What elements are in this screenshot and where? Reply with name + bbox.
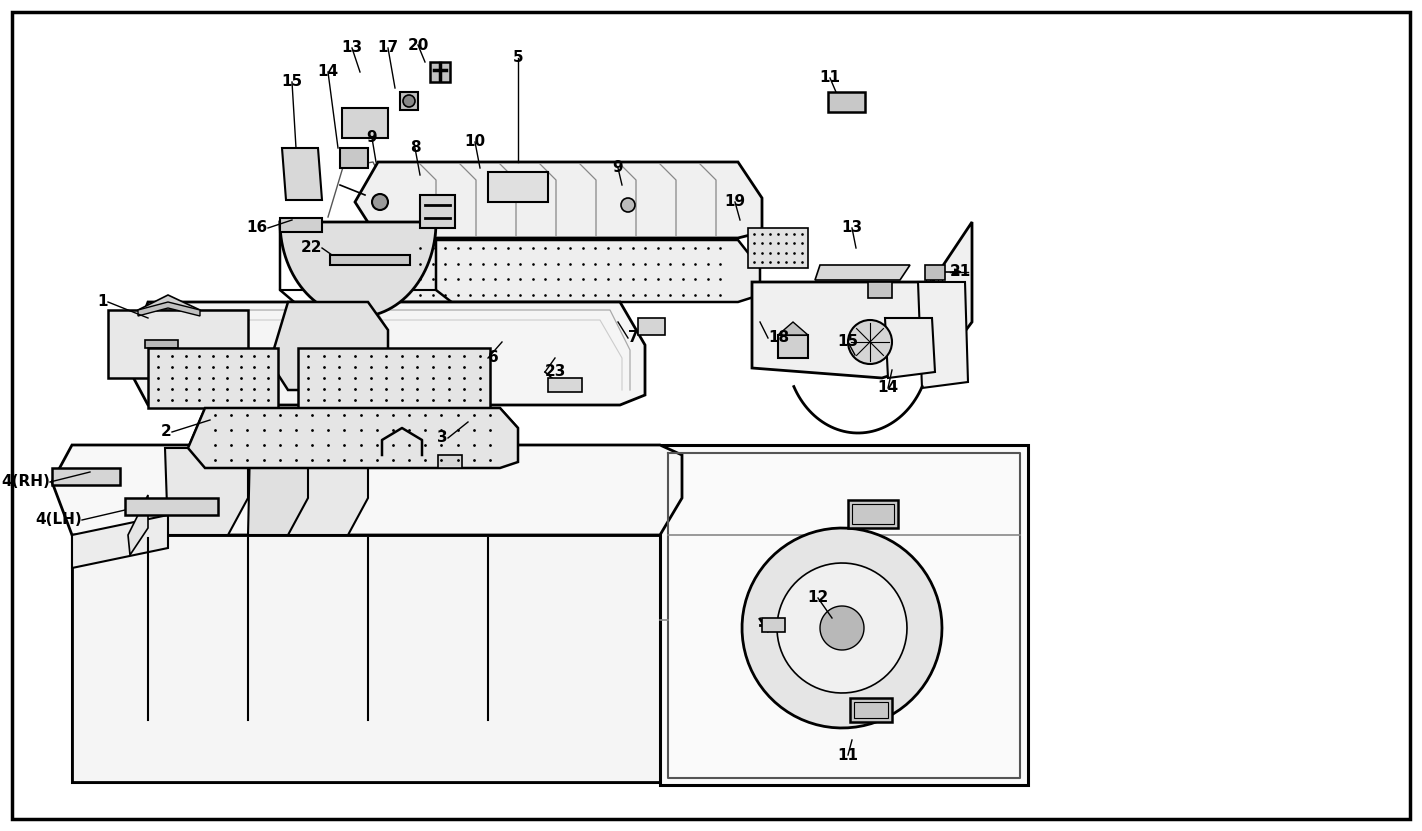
Polygon shape [400, 92, 418, 110]
Text: 17: 17 [377, 41, 398, 56]
Polygon shape [660, 445, 1028, 785]
Polygon shape [282, 148, 321, 200]
Text: 14: 14 [317, 65, 338, 80]
Polygon shape [820, 606, 865, 650]
Text: 22: 22 [300, 240, 321, 255]
Text: 11: 11 [819, 71, 840, 86]
Polygon shape [380, 448, 425, 462]
Circle shape [402, 95, 415, 107]
Polygon shape [924, 265, 946, 280]
Polygon shape [638, 318, 665, 335]
Text: 14: 14 [877, 381, 899, 396]
Polygon shape [850, 698, 892, 722]
Polygon shape [53, 445, 683, 535]
Polygon shape [148, 348, 277, 408]
Polygon shape [419, 195, 455, 228]
Polygon shape [280, 222, 437, 317]
Text: 21: 21 [950, 264, 971, 279]
Polygon shape [828, 92, 865, 112]
Polygon shape [138, 302, 201, 316]
Polygon shape [429, 62, 449, 82]
Text: 1: 1 [98, 294, 108, 309]
Text: 9: 9 [367, 130, 377, 145]
Polygon shape [125, 498, 218, 515]
Text: 5: 5 [513, 51, 523, 66]
Text: 3: 3 [438, 430, 448, 445]
Polygon shape [815, 265, 910, 280]
Polygon shape [73, 515, 168, 568]
Polygon shape [165, 448, 247, 535]
Text: 4(RH): 4(RH) [1, 475, 50, 489]
Polygon shape [280, 218, 321, 232]
Text: 15: 15 [282, 75, 303, 90]
Polygon shape [356, 162, 762, 238]
Text: 23: 23 [545, 365, 566, 380]
Polygon shape [125, 302, 646, 405]
Polygon shape [247, 448, 309, 535]
Polygon shape [188, 408, 518, 468]
Text: 6: 6 [488, 351, 499, 366]
Polygon shape [108, 310, 247, 378]
Text: 10: 10 [465, 135, 485, 150]
Polygon shape [748, 228, 808, 268]
Polygon shape [778, 335, 808, 358]
Text: 12: 12 [808, 591, 829, 606]
Polygon shape [919, 282, 968, 388]
Text: 20: 20 [407, 37, 428, 52]
Polygon shape [145, 340, 178, 348]
Polygon shape [884, 318, 936, 378]
Text: 7: 7 [629, 331, 638, 346]
Polygon shape [128, 495, 148, 555]
Polygon shape [188, 408, 518, 468]
Polygon shape [438, 455, 462, 468]
Polygon shape [762, 618, 785, 632]
Polygon shape [73, 535, 660, 782]
Text: 15: 15 [838, 335, 859, 350]
Circle shape [621, 198, 636, 212]
Polygon shape [358, 240, 759, 302]
Polygon shape [340, 148, 368, 168]
Text: 19: 19 [724, 194, 745, 209]
Polygon shape [53, 468, 119, 485]
Polygon shape [488, 172, 547, 202]
Polygon shape [343, 108, 388, 138]
Polygon shape [138, 295, 201, 310]
Polygon shape [73, 535, 660, 782]
Polygon shape [284, 448, 368, 535]
Text: 8: 8 [410, 140, 421, 155]
Text: 4(LH): 4(LH) [36, 513, 82, 528]
Polygon shape [299, 348, 491, 408]
Polygon shape [330, 255, 410, 265]
Polygon shape [752, 222, 973, 378]
Circle shape [848, 320, 892, 364]
Polygon shape [867, 282, 892, 298]
Circle shape [373, 194, 388, 210]
Text: 13: 13 [842, 220, 863, 235]
Text: 13: 13 [341, 41, 363, 56]
Text: 18: 18 [768, 331, 789, 346]
Polygon shape [742, 528, 941, 728]
Polygon shape [270, 302, 388, 390]
Text: 16: 16 [247, 220, 267, 235]
Polygon shape [848, 500, 899, 528]
Polygon shape [776, 563, 907, 693]
Polygon shape [547, 378, 582, 392]
Text: 9: 9 [613, 160, 623, 175]
Text: 2: 2 [161, 425, 172, 440]
Text: 11: 11 [838, 748, 859, 763]
Polygon shape [778, 322, 808, 335]
